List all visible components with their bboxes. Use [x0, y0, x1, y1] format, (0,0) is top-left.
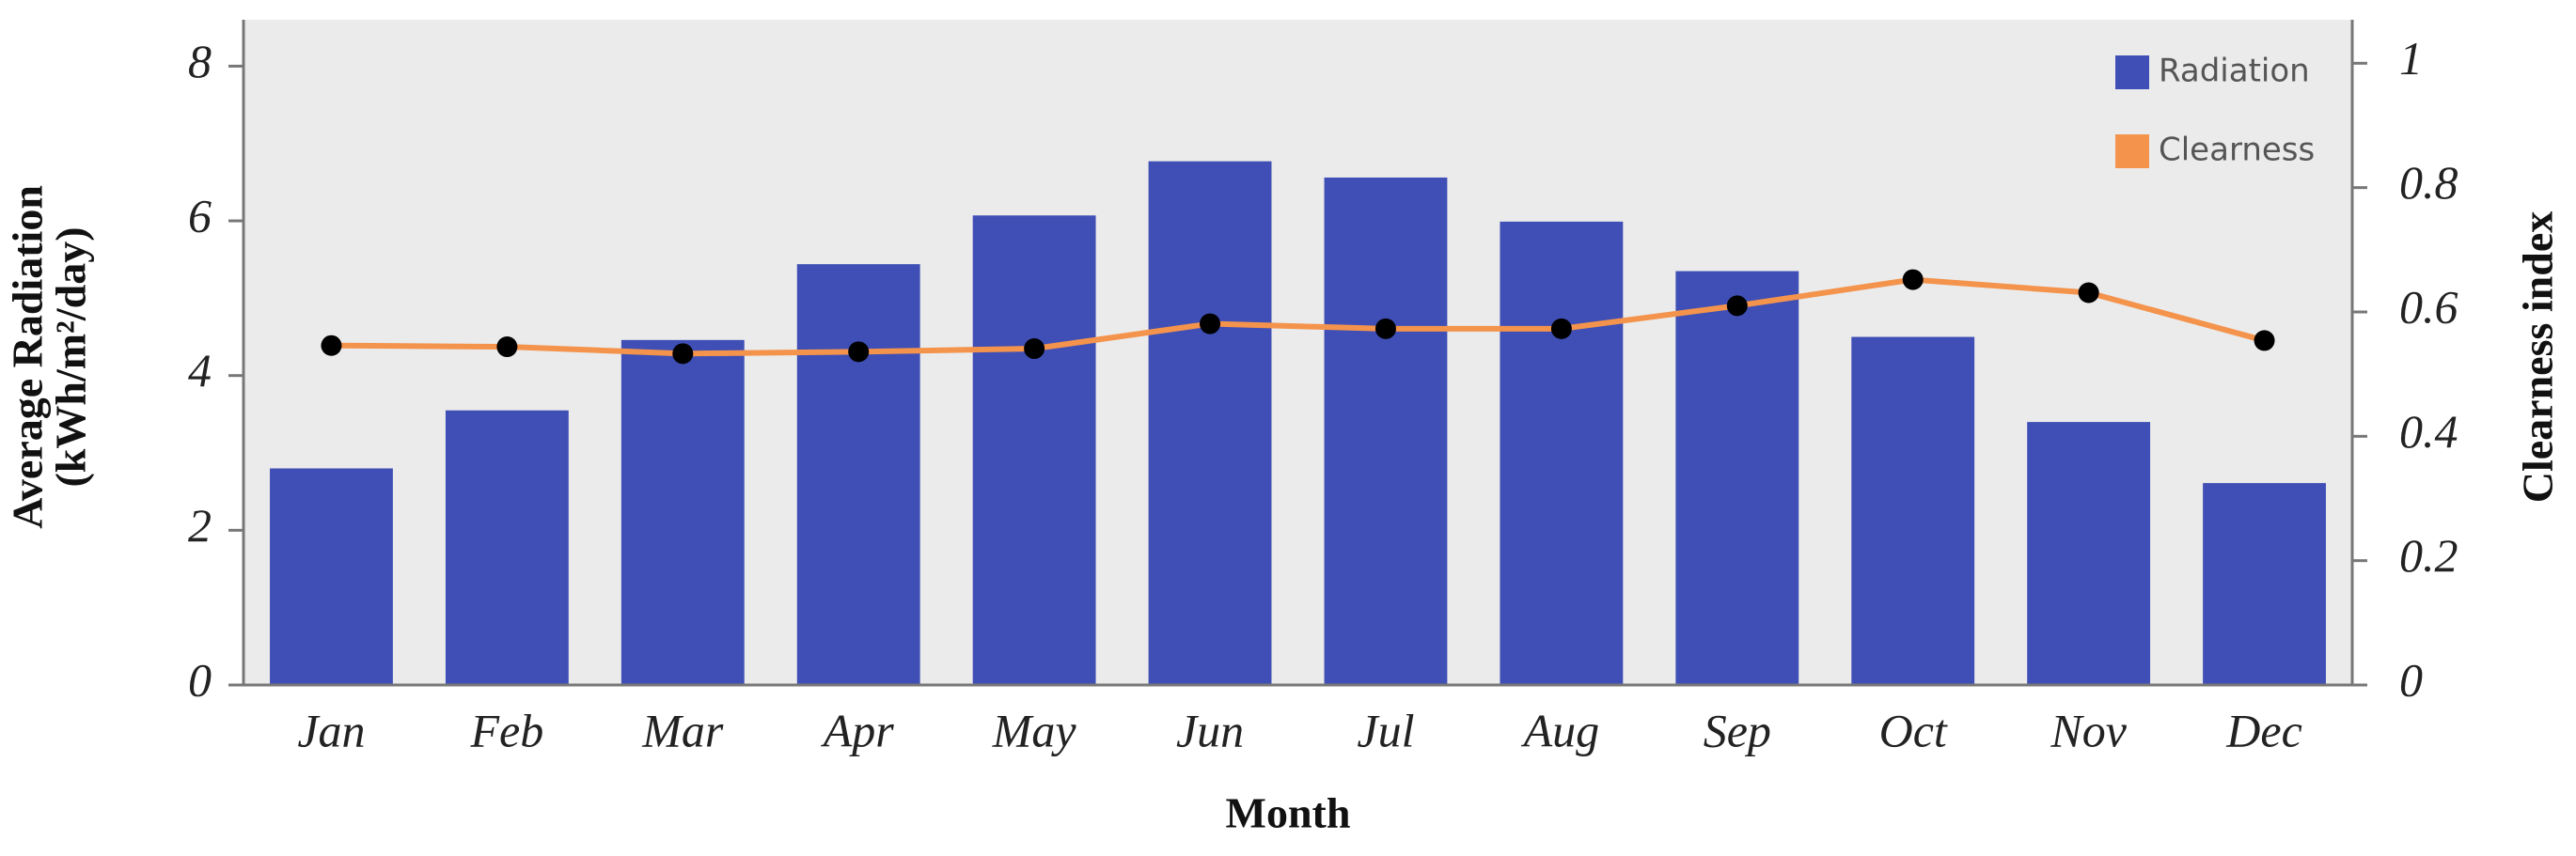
x-tick-label: Feb	[470, 704, 544, 756]
y-tick-label: 0	[188, 653, 212, 706]
bar	[445, 410, 569, 685]
x-tick-label: Dec	[2225, 704, 2302, 756]
legend-swatch	[2115, 134, 2149, 168]
y2-tick-label: 0.6	[2399, 280, 2458, 333]
y-axis-title: (kWh/m²/day)	[47, 226, 95, 487]
marker	[1374, 318, 1396, 339]
bar	[2027, 422, 2151, 685]
bar	[2203, 483, 2326, 685]
y2-tick-label: 0.8	[2399, 156, 2458, 209]
marker	[2078, 282, 2099, 303]
x-tick-label: Oct	[1879, 704, 1948, 756]
legend-swatch	[2115, 55, 2149, 89]
bar	[1500, 221, 1624, 686]
x-tick-label: Jul	[1357, 704, 1414, 756]
y-tick-label: 4	[188, 344, 212, 397]
y2-tick-label: 1	[2399, 32, 2423, 85]
y2-tick-label: 0	[2399, 653, 2423, 706]
y2-tick-label: 0.4	[2399, 405, 2458, 458]
marker	[1550, 318, 1572, 339]
marker	[1726, 295, 1748, 317]
marker	[2254, 330, 2275, 351]
marker	[1024, 338, 1045, 360]
marker	[848, 341, 870, 363]
x-axis-title: Month	[1226, 789, 1351, 837]
legend-label: Radiation	[2159, 53, 2310, 90]
marker	[1200, 313, 1221, 335]
x-tick-label: May	[992, 704, 1077, 756]
bar	[1675, 271, 1799, 685]
bar	[620, 339, 745, 685]
y-tick-label: 6	[188, 190, 212, 242]
x-tick-label: Aug	[1521, 704, 1600, 756]
bar	[1851, 336, 1975, 685]
line	[331, 276, 2266, 357]
marker	[496, 336, 518, 358]
bar	[796, 264, 920, 685]
y-tick-label: 2	[188, 499, 212, 552]
x-tick-label: Sep	[1704, 704, 1771, 756]
legend-label: Clearness	[2159, 132, 2315, 169]
y2-tick-label: 0.2	[2399, 529, 2458, 582]
marker	[1902, 269, 1924, 290]
marker	[672, 343, 694, 365]
y-axis-title: Average Radiation	[4, 185, 52, 529]
bar	[1324, 177, 1448, 685]
x-tick-label: Mar	[641, 704, 724, 756]
y2-axis-title: Clearness index	[2514, 211, 2562, 504]
x-tick-label: Jun	[1176, 704, 1244, 756]
x-tick-label: Nov	[2050, 704, 2127, 756]
marker	[321, 335, 342, 356]
y-tick-label: 8	[188, 35, 212, 87]
x-tick-label: Jan	[297, 704, 365, 756]
bar	[1148, 161, 1272, 685]
bar	[270, 468, 393, 685]
bar	[972, 215, 1096, 685]
x-tick-label: Apr	[821, 704, 895, 756]
